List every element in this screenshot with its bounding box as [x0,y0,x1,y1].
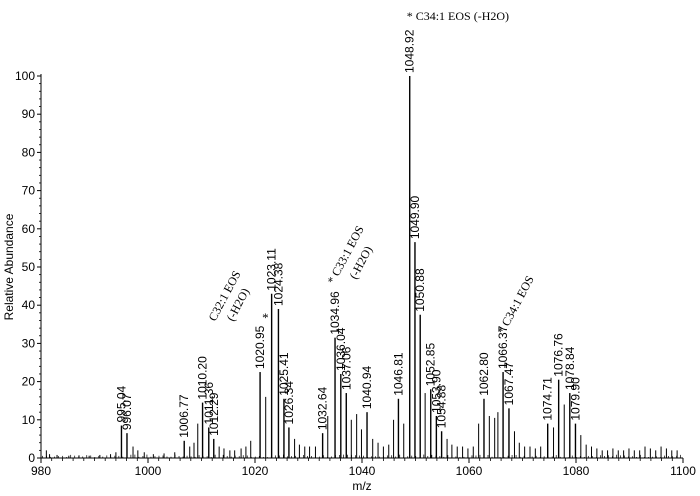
y-tick-label: 20 [22,375,36,389]
x-tick-label: 980 [31,464,51,478]
y-tick-label: 40 [22,298,36,312]
peak-label: 1040.94 [360,365,374,409]
x-tick-label: 1020 [242,464,269,478]
peak-label: 1066.37 [496,325,510,369]
peak-label: 1054.88 [435,385,449,429]
annotation-label: * C34:1 EOS (-H2O) [407,9,509,23]
x-tick-label: 1060 [456,464,483,478]
peak-label: 1010.20 [196,356,210,400]
peak-label: 995.04 [114,386,128,423]
y-tick-label: 0 [28,451,35,465]
y-tick-label: 60 [22,222,36,236]
peak-label: 1037.06 [339,346,353,390]
x-axis-label: m/z [352,479,371,493]
peak-label: 1050.88 [413,268,427,312]
peak-label: 1034.96 [328,291,342,335]
x-tick-label: 1040 [349,464,376,478]
peak-label: 1074.71 [541,377,555,421]
peak-label: 1024.38 [271,262,285,306]
peak-label: 1062.80 [477,352,491,396]
peak-label: 1012.29 [207,392,221,436]
peak-label: 1078.84 [563,346,577,390]
x-tick-label: 1080 [563,464,590,478]
peak-label: 1036.04 [334,327,348,371]
y-tick-label: 100 [15,69,35,83]
peak-label: 1026.34 [282,381,296,425]
peaks [42,76,681,458]
peak-label: 1032.64 [316,386,330,430]
x-tick-label: 1000 [135,464,162,478]
peak-label: 1023.11 [265,248,279,291]
y-axis-label: Relative Abundance [2,213,16,320]
y-tick-label: 70 [22,184,36,198]
peak-label: 1049.90 [408,195,422,239]
x-tick-label: 1100 [670,464,696,478]
peak-label: 996.07 [120,393,134,430]
annotation-label: * C34:1 EOS [494,273,536,336]
peak-label: 1025.41 [277,352,291,396]
peak-label: 1020.95 [253,325,267,369]
peak-label: 1052.85 [424,343,438,387]
peak-label: 1076.76 [552,333,566,377]
y-tick-label: 50 [22,260,36,274]
y-tick-label: 10 [22,413,36,427]
peak-label: 1046.81 [391,352,405,396]
peak-label: 1079.90 [568,377,582,421]
peak-label: 1048.92 [403,29,417,73]
peak-label: 1011.36 [202,382,216,425]
peak-label: 1053.90 [429,369,443,413]
y-tick-label: 90 [22,107,36,121]
peak-label: 1067.47 [502,362,516,406]
y-tick-label: 80 [22,145,36,159]
annotations: * C34:1 EOS (-H2O)C32:1 EOS(-H2O) ** C33:… [205,9,536,336]
peak-label: 1006.77 [177,394,191,438]
annotation-label: * [262,310,269,325]
y-tick-label: 30 [22,336,36,350]
